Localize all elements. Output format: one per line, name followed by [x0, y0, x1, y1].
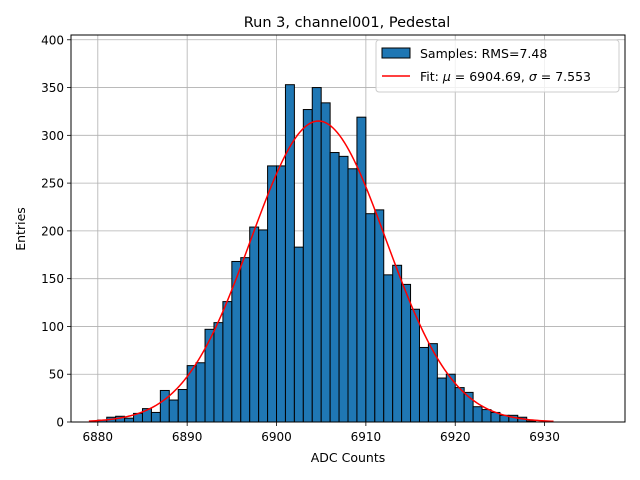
x-tick-label: 6900 [261, 430, 292, 444]
histogram-bar [481, 409, 492, 423]
legend-fit-prefix: Fit: [420, 69, 443, 84]
histogram-bar [302, 109, 313, 423]
y-tick-label: 150 [41, 272, 64, 286]
legend-histogram-label: Samples: RMS=7.48 [420, 46, 547, 61]
histogram-bar [213, 322, 224, 423]
histogram-bar [222, 301, 233, 423]
histogram-bar [365, 213, 376, 423]
histogram-bar [204, 328, 215, 423]
y-tick-label: 50 [49, 368, 64, 382]
x-tick-label: 6880 [83, 430, 114, 444]
x-axis-label: ADC Counts [311, 450, 386, 465]
y-tick-label: 100 [41, 320, 64, 334]
histogram-bar [284, 84, 295, 423]
histogram-bar [249, 226, 260, 423]
y-tick-label: 200 [41, 224, 64, 238]
y-tick-label: 350 [41, 81, 64, 95]
legend: Samples: RMS=7.48 Fit: μ = 6904.69, σ = … [375, 39, 620, 93]
histogram-bar [374, 209, 385, 423]
y-axis-label: Entries [13, 207, 28, 251]
x-tick-label: 6930 [529, 430, 560, 444]
legend-box [375, 39, 620, 93]
histogram-bar [124, 417, 135, 423]
fit-curve-group [88, 120, 554, 423]
histogram-bar [168, 399, 179, 423]
histogram-bar [159, 389, 170, 423]
plot-frame [70, 34, 626, 423]
histogram-bar [267, 165, 278, 423]
histogram-bar [383, 274, 394, 423]
histogram-bar [472, 406, 483, 423]
histogram-bar [258, 229, 269, 423]
x-tick-label: 6920 [440, 430, 471, 444]
x-tick-label: 6910 [351, 430, 382, 444]
histogram-bar [418, 346, 429, 423]
y-axis-ticks: 0 50 100 150 200 250 300 350 400 [41, 33, 71, 430]
legend-fit-sigma-symbol: σ [529, 69, 538, 84]
y-tick-label: 400 [41, 33, 64, 47]
legend-fit-label: Fit: μ = 6904.69, σ = 7.553 [420, 69, 591, 84]
legend-fit-sigma-value: = 7.553 [537, 69, 591, 84]
histogram-bar [240, 257, 251, 423]
y-tick-label: 300 [41, 129, 64, 143]
histogram-bar [293, 246, 304, 423]
legend-fit-mu-value: = 6904.69, [451, 69, 529, 84]
y-tick-label: 0 [56, 416, 64, 430]
legend-fit-mu-symbol: μ [442, 69, 451, 84]
x-axis-ticks: 6880 6890 6900 6910 6920 6930 [83, 422, 560, 444]
legend-histogram-swatch [381, 47, 411, 59]
histogram-bar [347, 168, 358, 423]
chart-title: Run 3, channel001, Pedestal [244, 15, 451, 31]
histogram-bar [401, 283, 412, 423]
histogram-bar [276, 165, 286, 423]
histogram-bar [454, 387, 465, 423]
histogram-bar [329, 152, 340, 423]
histogram-bar [150, 411, 161, 423]
histogram-bar [392, 264, 403, 423]
histogram-bar [195, 362, 206, 423]
histogram-bar [177, 389, 188, 423]
x-tick-label: 6890 [172, 430, 203, 444]
y-tick-label: 250 [41, 177, 64, 191]
histogram-bar [320, 102, 331, 423]
histogram-bar [338, 155, 349, 423]
histogram-bar [356, 116, 367, 423]
histogram-bar [410, 308, 420, 423]
histogram-bar [311, 87, 322, 423]
fit-curve [88, 120, 554, 423]
histogram-bar [436, 377, 447, 423]
